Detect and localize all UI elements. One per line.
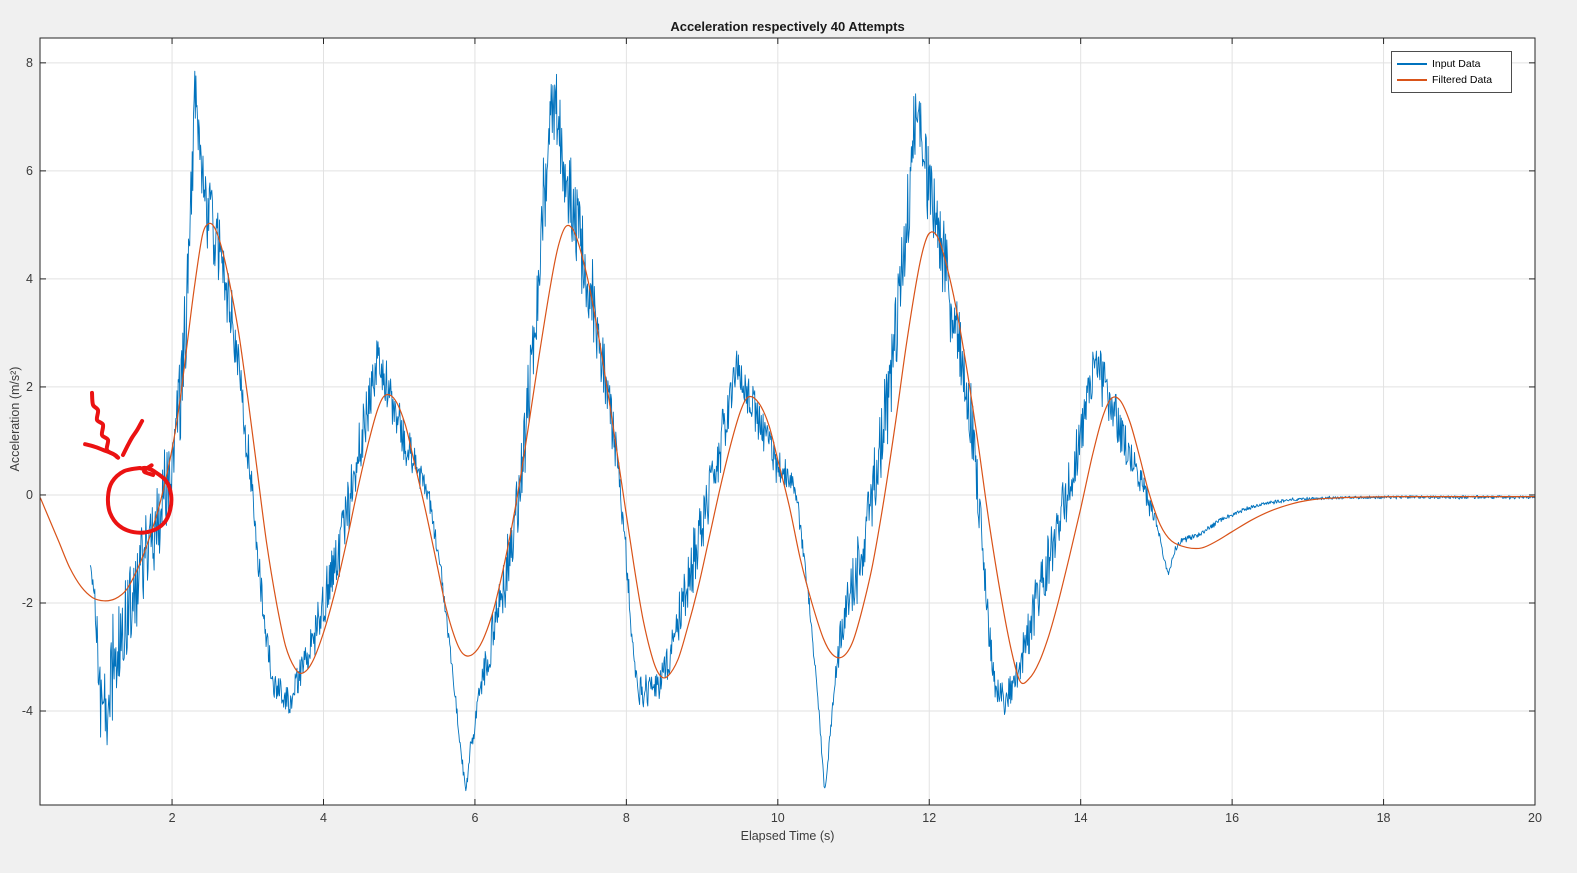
y-tick-label: 2 — [26, 380, 33, 394]
x-tick-label: 10 — [771, 811, 785, 825]
x-tick-label: 8 — [623, 811, 630, 825]
legend: Input Data Filtered Data — [1391, 51, 1512, 93]
red-annotation-stroke — [142, 463, 156, 477]
legend-item-filtered-data: Filtered Data — [1397, 72, 1506, 88]
y-tick-label: 4 — [26, 272, 33, 286]
x-tick-label: 12 — [922, 811, 936, 825]
y-tick-label: -4 — [22, 704, 33, 718]
x-tick-label: 4 — [320, 811, 327, 825]
x-tick-label: 2 — [169, 811, 176, 825]
x-tick-label: 14 — [1074, 811, 1088, 825]
axes-border — [39, 37, 1536, 806]
y-tick-label: -2 — [22, 596, 33, 610]
y-tick-label: 6 — [26, 164, 33, 178]
red-annotation-stroke — [121, 419, 145, 457]
x-tick-label: 6 — [471, 811, 478, 825]
legend-item-input-data: Input Data — [1397, 56, 1506, 72]
series-filtered-data — [39, 222, 1535, 685]
x-tick-label: 16 — [1225, 811, 1239, 825]
x-axis-label: Elapsed Time (s) — [740, 829, 835, 843]
y-tick-label: 0 — [26, 488, 33, 502]
legend-label-input-data: Input Data — [1432, 58, 1481, 70]
chart-title: Acceleration respectively 40 Attempts — [670, 19, 905, 34]
x-tick-label: 20 — [1528, 811, 1542, 825]
plot-area — [40, 38, 1535, 805]
x-tick-label: 18 — [1377, 811, 1391, 825]
y-tick-label: 8 — [26, 56, 33, 70]
filtered-data-line-swatch — [1397, 79, 1427, 81]
red-annotation-stroke — [105, 465, 174, 535]
red-annotation-stroke — [83, 442, 120, 460]
y-axis-label: Acceleration (m/s²) — [8, 366, 22, 472]
legend-label-filtered-data: Filtered Data — [1432, 74, 1493, 86]
input-data-line-swatch — [1397, 63, 1427, 65]
series-input-data — [89, 70, 1536, 792]
